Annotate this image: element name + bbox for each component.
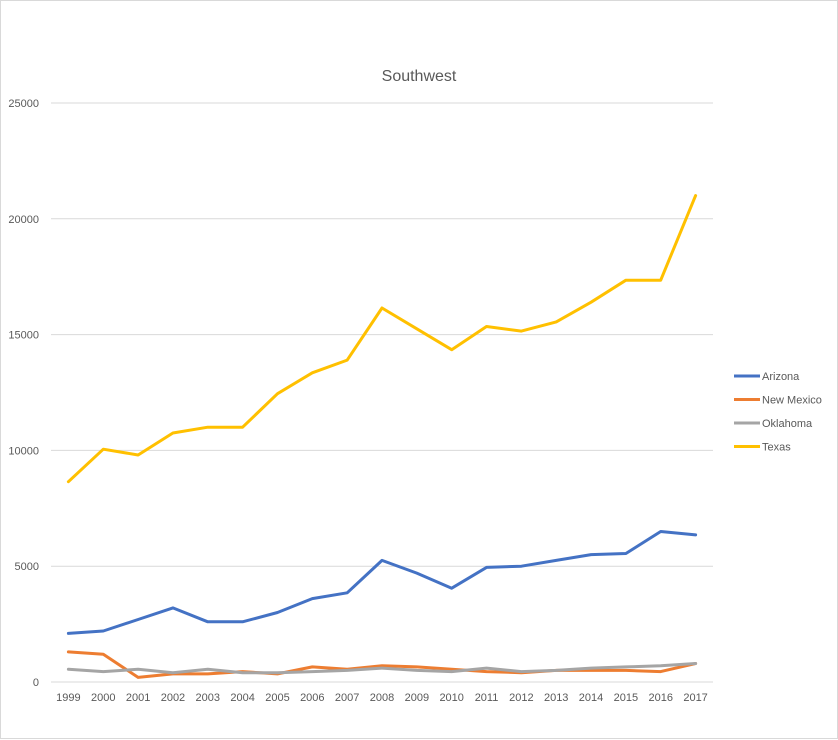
series-line-texas [66, 194, 698, 484]
x-tick-label: 2006 [300, 692, 324, 704]
x-tick-label: 2015 [614, 692, 638, 704]
y-tick-label: 15000 [8, 330, 39, 342]
x-tick-label: 2000 [91, 692, 115, 704]
legend-label: New Mexico [762, 395, 822, 407]
x-tick-label: 2016 [648, 692, 672, 704]
chart-title: Southwest [382, 68, 457, 85]
x-tick-label: 2009 [405, 692, 429, 704]
x-tick-label: 2013 [544, 692, 568, 704]
legend: Arizona New Mexico Oklahoma Texas [734, 371, 822, 454]
x-tick-label: 2010 [439, 692, 463, 704]
y-tick-label: 0 [33, 677, 39, 689]
series-line-new-mexico [66, 650, 698, 679]
y-tick-label: 5000 [15, 561, 39, 573]
x-tick-label: 2001 [126, 692, 150, 704]
series-line-arizona [66, 530, 698, 635]
x-tick-label: 2011 [475, 692, 499, 704]
series-line-oklahoma [66, 662, 698, 675]
legend-label: Texas [762, 442, 791, 454]
y-tick-label: 25000 [8, 98, 39, 110]
gridlines [51, 102, 713, 683]
x-axis-ticks: 1999 2000 2001 2002 2003 2004 2005 2006 2007 2008… [56, 692, 708, 704]
legend-label: Oklahoma [762, 418, 813, 430]
y-tick-label: 20000 [8, 214, 39, 226]
x-tick-label: 2008 [370, 692, 394, 704]
x-tick-label: 1999 [56, 692, 80, 704]
series-lines [66, 194, 698, 679]
x-tick-label: 2014 [579, 692, 603, 704]
x-tick-label: 2004 [230, 692, 254, 704]
legend-label: Arizona [762, 371, 800, 383]
x-tick-label: 2017 [683, 692, 707, 704]
y-tick-label: 10000 [8, 445, 39, 457]
y-axis-ticks: 0 5000 10000 15000 20000 25000 [8, 98, 39, 689]
x-tick-label: 2003 [196, 692, 220, 704]
x-tick-label: 2005 [265, 692, 289, 704]
x-tick-label: 2007 [335, 692, 359, 704]
x-tick-label: 2012 [509, 692, 533, 704]
x-tick-label: 2002 [161, 692, 185, 704]
